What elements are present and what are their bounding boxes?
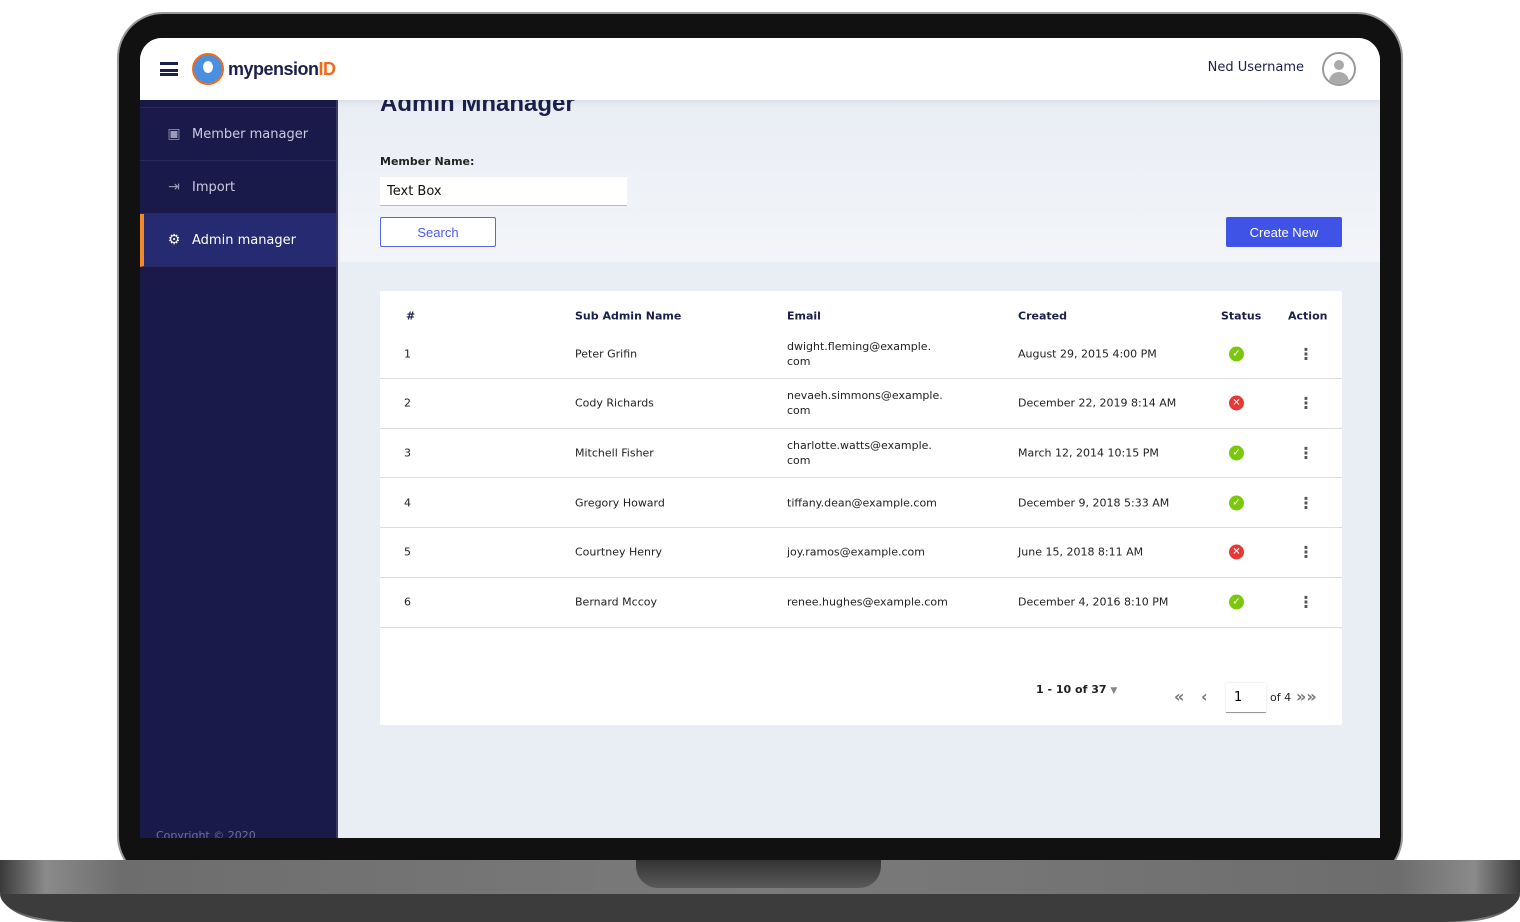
- user-name[interactable]: Ned Username: [1207, 60, 1304, 75]
- top-header: mypensionID Ned Username: [140, 38, 1380, 100]
- created: December 22, 2019 8:14 AM: [1018, 396, 1177, 410]
- row-number: 2: [404, 396, 411, 410]
- email: nevaeh.simmons@example. com: [787, 389, 943, 418]
- table-header: # Sub Admin Name Email Created Status Ac…: [406, 309, 1328, 323]
- email: renee.hughes@example.com: [787, 595, 948, 609]
- row-number: 4: [404, 496, 411, 510]
- prev-page-icon[interactable]: ‹: [1201, 687, 1208, 706]
- email: charlotte.watts@example. com: [787, 438, 932, 467]
- check-circle-icon: ✓: [1229, 445, 1244, 461]
- table-row[interactable]: 4 Gregory Howard tiffany.dean@example.co…: [380, 478, 1342, 529]
- sidebar-item-member-manager[interactable]: ▣ Member manager: [140, 108, 336, 161]
- more-vertical-icon[interactable]: ⋮: [1298, 493, 1314, 513]
- member-card-icon: ▣: [167, 126, 181, 142]
- search-button[interactable]: Search: [380, 217, 496, 247]
- menu-icon[interactable]: [160, 62, 178, 76]
- sub-admin-name: Cody Richards: [575, 396, 654, 410]
- check-circle-icon: ✓: [1229, 346, 1244, 361]
- screen: mypensionID Ned Username ▣ Member manager…: [140, 38, 1380, 838]
- created: June 15, 2018 8:11 AM: [1018, 545, 1144, 559]
- copyright: Copyright © 2020: [156, 829, 256, 838]
- row-number: 3: [404, 446, 411, 460]
- import-icon: ⇥: [168, 179, 180, 195]
- created: August 29, 2015 4:00 PM: [1018, 347, 1157, 360]
- member-name-label: Member Name:: [380, 155, 475, 168]
- admin-table: # Sub Admin Name Email Created Status Ac…: [380, 291, 1342, 725]
- sub-admin-name: Bernard Mccoy: [575, 595, 657, 609]
- more-vertical-icon[interactable]: ⋮: [1298, 393, 1314, 413]
- row-number: 5: [404, 545, 411, 559]
- laptop-base: [0, 860, 1520, 922]
- create-new-button[interactable]: Create New: [1226, 217, 1342, 247]
- logo-face-icon: [192, 53, 224, 85]
- sidebar-item-import[interactable]: ⇥ Import: [140, 161, 336, 214]
- more-vertical-icon[interactable]: ⋮: [1298, 592, 1314, 612]
- last-page-icon[interactable]: »»: [1296, 687, 1317, 706]
- created: December 9, 2018 5:33 AM: [1018, 496, 1170, 510]
- row-number: 1: [404, 347, 411, 360]
- table-row[interactable]: 2 Cody Richards nevaeh.simmons@example. …: [380, 379, 1342, 429]
- member-name-input[interactable]: [380, 177, 627, 206]
- table-row[interactable]: 1 Peter Grifin dwight.fleming@example. c…: [380, 329, 1342, 379]
- more-vertical-icon[interactable]: ⋮: [1298, 344, 1314, 363]
- sub-admin-name: Mitchell Fisher: [575, 446, 654, 460]
- x-circle-icon: ✕: [1229, 544, 1244, 560]
- sub-admin-name: Courtney Henry: [575, 545, 663, 559]
- sub-admin-name: Peter Grifin: [575, 347, 638, 360]
- sidebar-item-admin-manager[interactable]: ⚙ Admin manager: [140, 214, 336, 267]
- page-input[interactable]: [1226, 683, 1266, 713]
- email: tiffany.dean@example.com: [787, 496, 937, 510]
- gear-icon: ⚙: [167, 232, 181, 248]
- sub-admin-name: Gregory Howard: [575, 496, 665, 510]
- table-row[interactable]: 3 Mitchell Fisher charlotte.watts@exampl…: [380, 428, 1342, 479]
- logo[interactable]: mypensionID: [192, 53, 336, 85]
- x-circle-icon: ✕: [1229, 395, 1244, 411]
- avatar[interactable]: [1322, 52, 1356, 86]
- more-vertical-icon[interactable]: ⋮: [1298, 443, 1314, 463]
- row-number: 6: [404, 595, 411, 609]
- created: March 12, 2014 10:15 PM: [1018, 446, 1159, 460]
- page-size-select[interactable]: 1 - 10 of 37 ▼: [1036, 683, 1118, 696]
- filter-section: Admin Mnanager Member Name: Search Creat…: [340, 90, 1380, 262]
- check-circle-icon: ✓: [1229, 495, 1244, 511]
- check-circle-icon: ✓: [1229, 594, 1244, 610]
- table-row[interactable]: 6 Bernard Mccoy renee.hughes@example.com…: [380, 578, 1342, 628]
- email: dwight.fleming@example. com: [787, 339, 932, 368]
- table-row[interactable]: 5 Courtney Henry joy.ramos@example.com J…: [380, 528, 1342, 578]
- caret-down-icon: ▼: [1110, 686, 1118, 696]
- more-vertical-icon[interactable]: ⋮: [1298, 542, 1314, 562]
- sidebar: ▣ Member manager ⇥ Import ⚙ Admin manager C…: [140, 100, 338, 838]
- page-count: of 4: [1270, 691, 1292, 704]
- email: joy.ramos@example.com: [787, 545, 925, 559]
- created: December 4, 2016 8:10 PM: [1018, 595, 1169, 609]
- first-page-icon[interactable]: «: [1174, 687, 1185, 706]
